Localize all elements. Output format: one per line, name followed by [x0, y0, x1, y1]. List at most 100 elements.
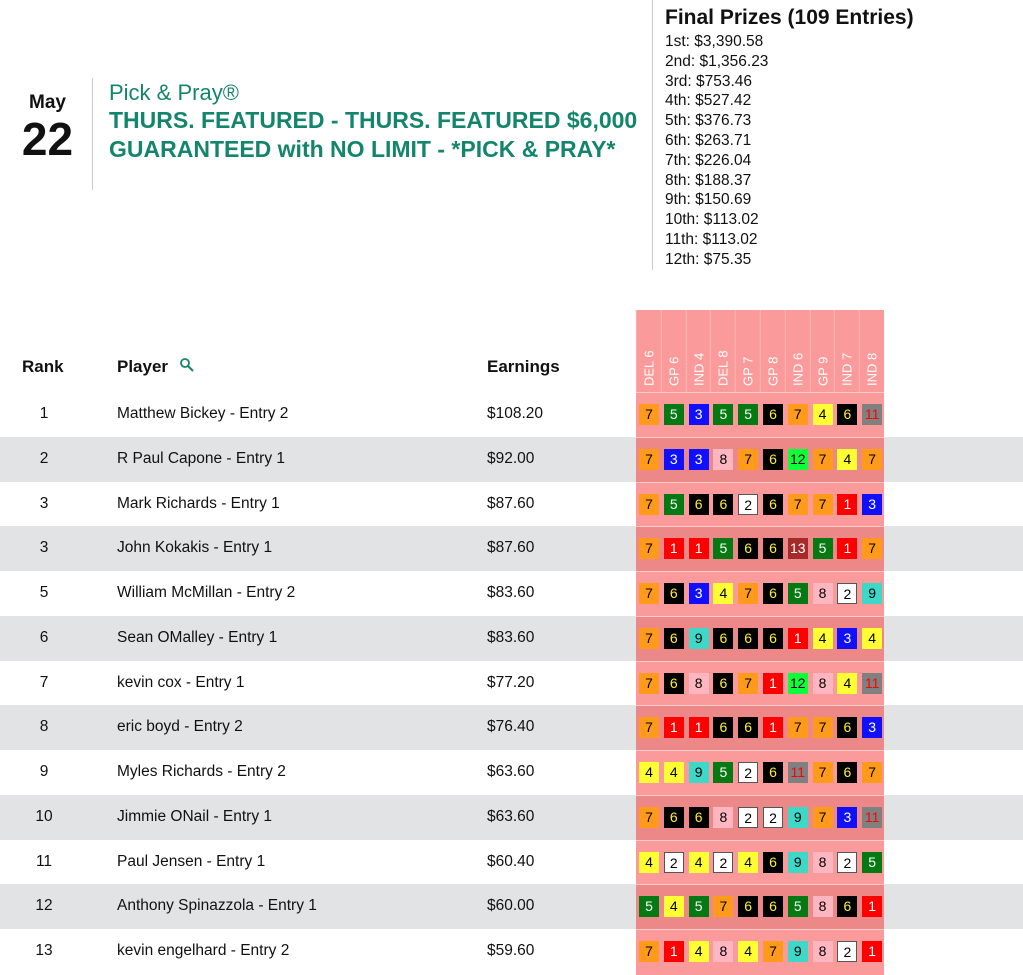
race-header: IND 4 [685, 310, 711, 392]
pick-cell: 6 [762, 762, 783, 783]
pick-cell: 7 [787, 493, 808, 515]
table-row[interactable]: 7 kevin cox - Entry 1 $77.20 7 6 8 6 7 1 12 8 4 11 [0, 660, 1023, 707]
player-name[interactable]: kevin engelhard - Entry 2 [117, 942, 290, 959]
earnings: $83.60 [487, 628, 535, 646]
pick-cell: 4 [812, 404, 833, 425]
player-header[interactable]: Player [117, 357, 195, 377]
pick-cell: 7 [738, 448, 759, 470]
race-header: GP 6 [660, 310, 686, 392]
player-name[interactable]: Jimmie ONail - Entry 1 [117, 807, 273, 825]
pick-cell: 11 [862, 806, 883, 828]
table-row[interactable]: 3 John Kokakis - Entry 1 $87.60 7 1 1 5 6 6 13 5… [0, 526, 1023, 572]
race-header: IND 8 [859, 310, 884, 392]
table-row[interactable]: 12 Anthony Spinazzola - Entry 1 $60.00 5 4… [0, 884, 1023, 930]
pick-cell: 4 [812, 627, 833, 649]
pick-cell: 7 [639, 538, 659, 560]
earnings: $63.60 [487, 807, 535, 825]
pick-cell: 1 [688, 717, 709, 739]
pick-cell: 5 [713, 404, 734, 425]
pick-cell: 5 [787, 896, 808, 918]
pick-cell: 4 [688, 851, 709, 873]
pick-cell: 12 [787, 448, 808, 470]
pick-cell: 7 [639, 493, 659, 515]
final-prizes: Final Prizes (109 Entries) 1st: $3,390.5… [652, 0, 914, 270]
player-name[interactable]: William McMillan - Entry 2 [117, 584, 296, 601]
pick-cell: 6 [713, 493, 734, 515]
pick-cell: 6 [762, 851, 783, 873]
rank-header[interactable]: Rank [22, 357, 64, 376]
rank: 1 [39, 405, 49, 422]
pick-cell: 6 [762, 493, 783, 515]
prize-item: 9th: $150.69 [665, 191, 752, 209]
table-row[interactable]: 3 Mark Richards - Entry 1 $87.60 7 5 6 6 2 6 7 7… [0, 481, 1023, 528]
earnings-header[interactable]: Earnings [487, 357, 560, 376]
player-name[interactable]: kevin cox - Entry 1 [117, 673, 245, 691]
pick-cell: 1 [663, 941, 684, 962]
pick-cell: 1 [688, 538, 709, 560]
player-name[interactable]: Myles Richards - Entry 2 [117, 763, 286, 780]
pick-cell: 7 [812, 448, 833, 470]
race-header: IND 7 [834, 310, 860, 392]
player-name[interactable]: John Kokakis - Entry 1 [117, 539, 273, 557]
pick-cell: 6 [837, 896, 858, 918]
table-row[interactable]: 5 William McMillan - Entry 2 $83.60 7 6 3 4 7… [0, 571, 1023, 617]
pick-cell: 6 [688, 806, 709, 828]
player-name[interactable]: eric boyd - Entry 2 [117, 718, 243, 736]
table-row[interactable]: 1 Matthew Bickey - Entry 2 $108.20 7 5 3 5 5 6… [0, 392, 1023, 438]
table-row[interactable]: 8 eric boyd - Entry 2 $76.40 7 1 1 6 6 1 7 7 6 3 [0, 705, 1023, 751]
leaderboard: 1 Matthew Bickey - Entry 2 $108.20 7 5 3 5 5 6… [0, 392, 1023, 975]
pick-cell: 4 [738, 941, 759, 962]
rank: 3 [39, 539, 49, 557]
rank: 5 [39, 584, 49, 601]
pick-cell: 11 [862, 404, 883, 425]
table-row[interactable]: 9 Myles Richards - Entry 2 $63.60 4 4 9 5 2 6 1… [0, 750, 1023, 796]
pick-cell: 5 [738, 404, 759, 425]
pick-cell: 4 [688, 941, 709, 962]
pick-cell: 9 [688, 627, 709, 649]
pick-cell: 3 [688, 404, 709, 425]
pick-cell: 2 [837, 941, 858, 962]
prize-item: 12th: $75.35 [665, 250, 752, 268]
pick-cell: 7 [639, 672, 659, 694]
rank: 12 [35, 897, 53, 915]
earnings: $87.60 [487, 494, 535, 512]
race-headers: DEL 6 GP 6 IND 4 DEL 8 GP 7 GP 8 IND 6 GP 9 IND … [636, 310, 884, 392]
pick-cell: 3 [688, 448, 709, 470]
prize-item: 8th: $188.37 [665, 171, 752, 189]
player-name[interactable]: R Paul Capone - Entry 1 [117, 449, 286, 467]
player-name[interactable]: Anthony Spinazzola - Entry 1 [117, 897, 317, 915]
pick-cell: 6 [713, 627, 734, 649]
race-header: GP 7 [735, 310, 760, 392]
search-icon[interactable] [179, 357, 195, 373]
player-name[interactable]: Matthew Bickey - Entry 2 [117, 405, 289, 422]
table-row[interactable]: 13 kevin engelhard - Entry 2 $59.60 7 1 4 8 4… [0, 929, 1023, 975]
player-name[interactable]: Mark Richards - Entry 1 [117, 494, 280, 512]
pick-cell: 6 [663, 583, 684, 604]
pick-cell: 1 [837, 538, 858, 560]
prize-item: 3rd: $753.46 [665, 72, 753, 90]
rank: 2 [39, 449, 49, 467]
table-row[interactable]: 6 Sean OMalley - Entry 1 $83.60 7 6 9 6 6 6 1 4 3… [0, 615, 1023, 662]
pick-cell: 8 [713, 941, 734, 962]
pick-cell: 7 [862, 762, 883, 783]
pick-cell: 7 [738, 672, 759, 694]
pick-cell: 7 [812, 762, 833, 783]
table-row[interactable]: 2 R Paul Capone - Entry 1 $92.00 7 3 3 8 7 6 12… [0, 436, 1023, 483]
pick-cell: 7 [639, 627, 659, 649]
table-row[interactable]: 10 Jimmie ONail - Entry 1 $63.60 7 6 6 8 2 2 9 7… [0, 794, 1023, 841]
pick-cell: 1 [862, 941, 883, 962]
pick-cell: 9 [787, 851, 808, 873]
pick-cell: 5 [713, 538, 734, 560]
race-header: IND 6 [784, 310, 810, 392]
table-row[interactable]: 11 Paul Jensen - Entry 1 $60.40 4 2 4 2 4 6 9 8 2… [0, 839, 1023, 886]
rank: 13 [35, 942, 53, 959]
player-name[interactable]: Sean OMalley - Entry 1 [117, 628, 278, 646]
pick-cell: 4 [663, 762, 684, 783]
pick-cell: 6 [738, 896, 759, 918]
player-name[interactable]: Paul Jensen - Entry 1 [117, 852, 266, 870]
pick-cell: 6 [762, 896, 783, 918]
pick-cell: 3 [663, 448, 684, 470]
pick-cell: 7 [639, 806, 659, 828]
